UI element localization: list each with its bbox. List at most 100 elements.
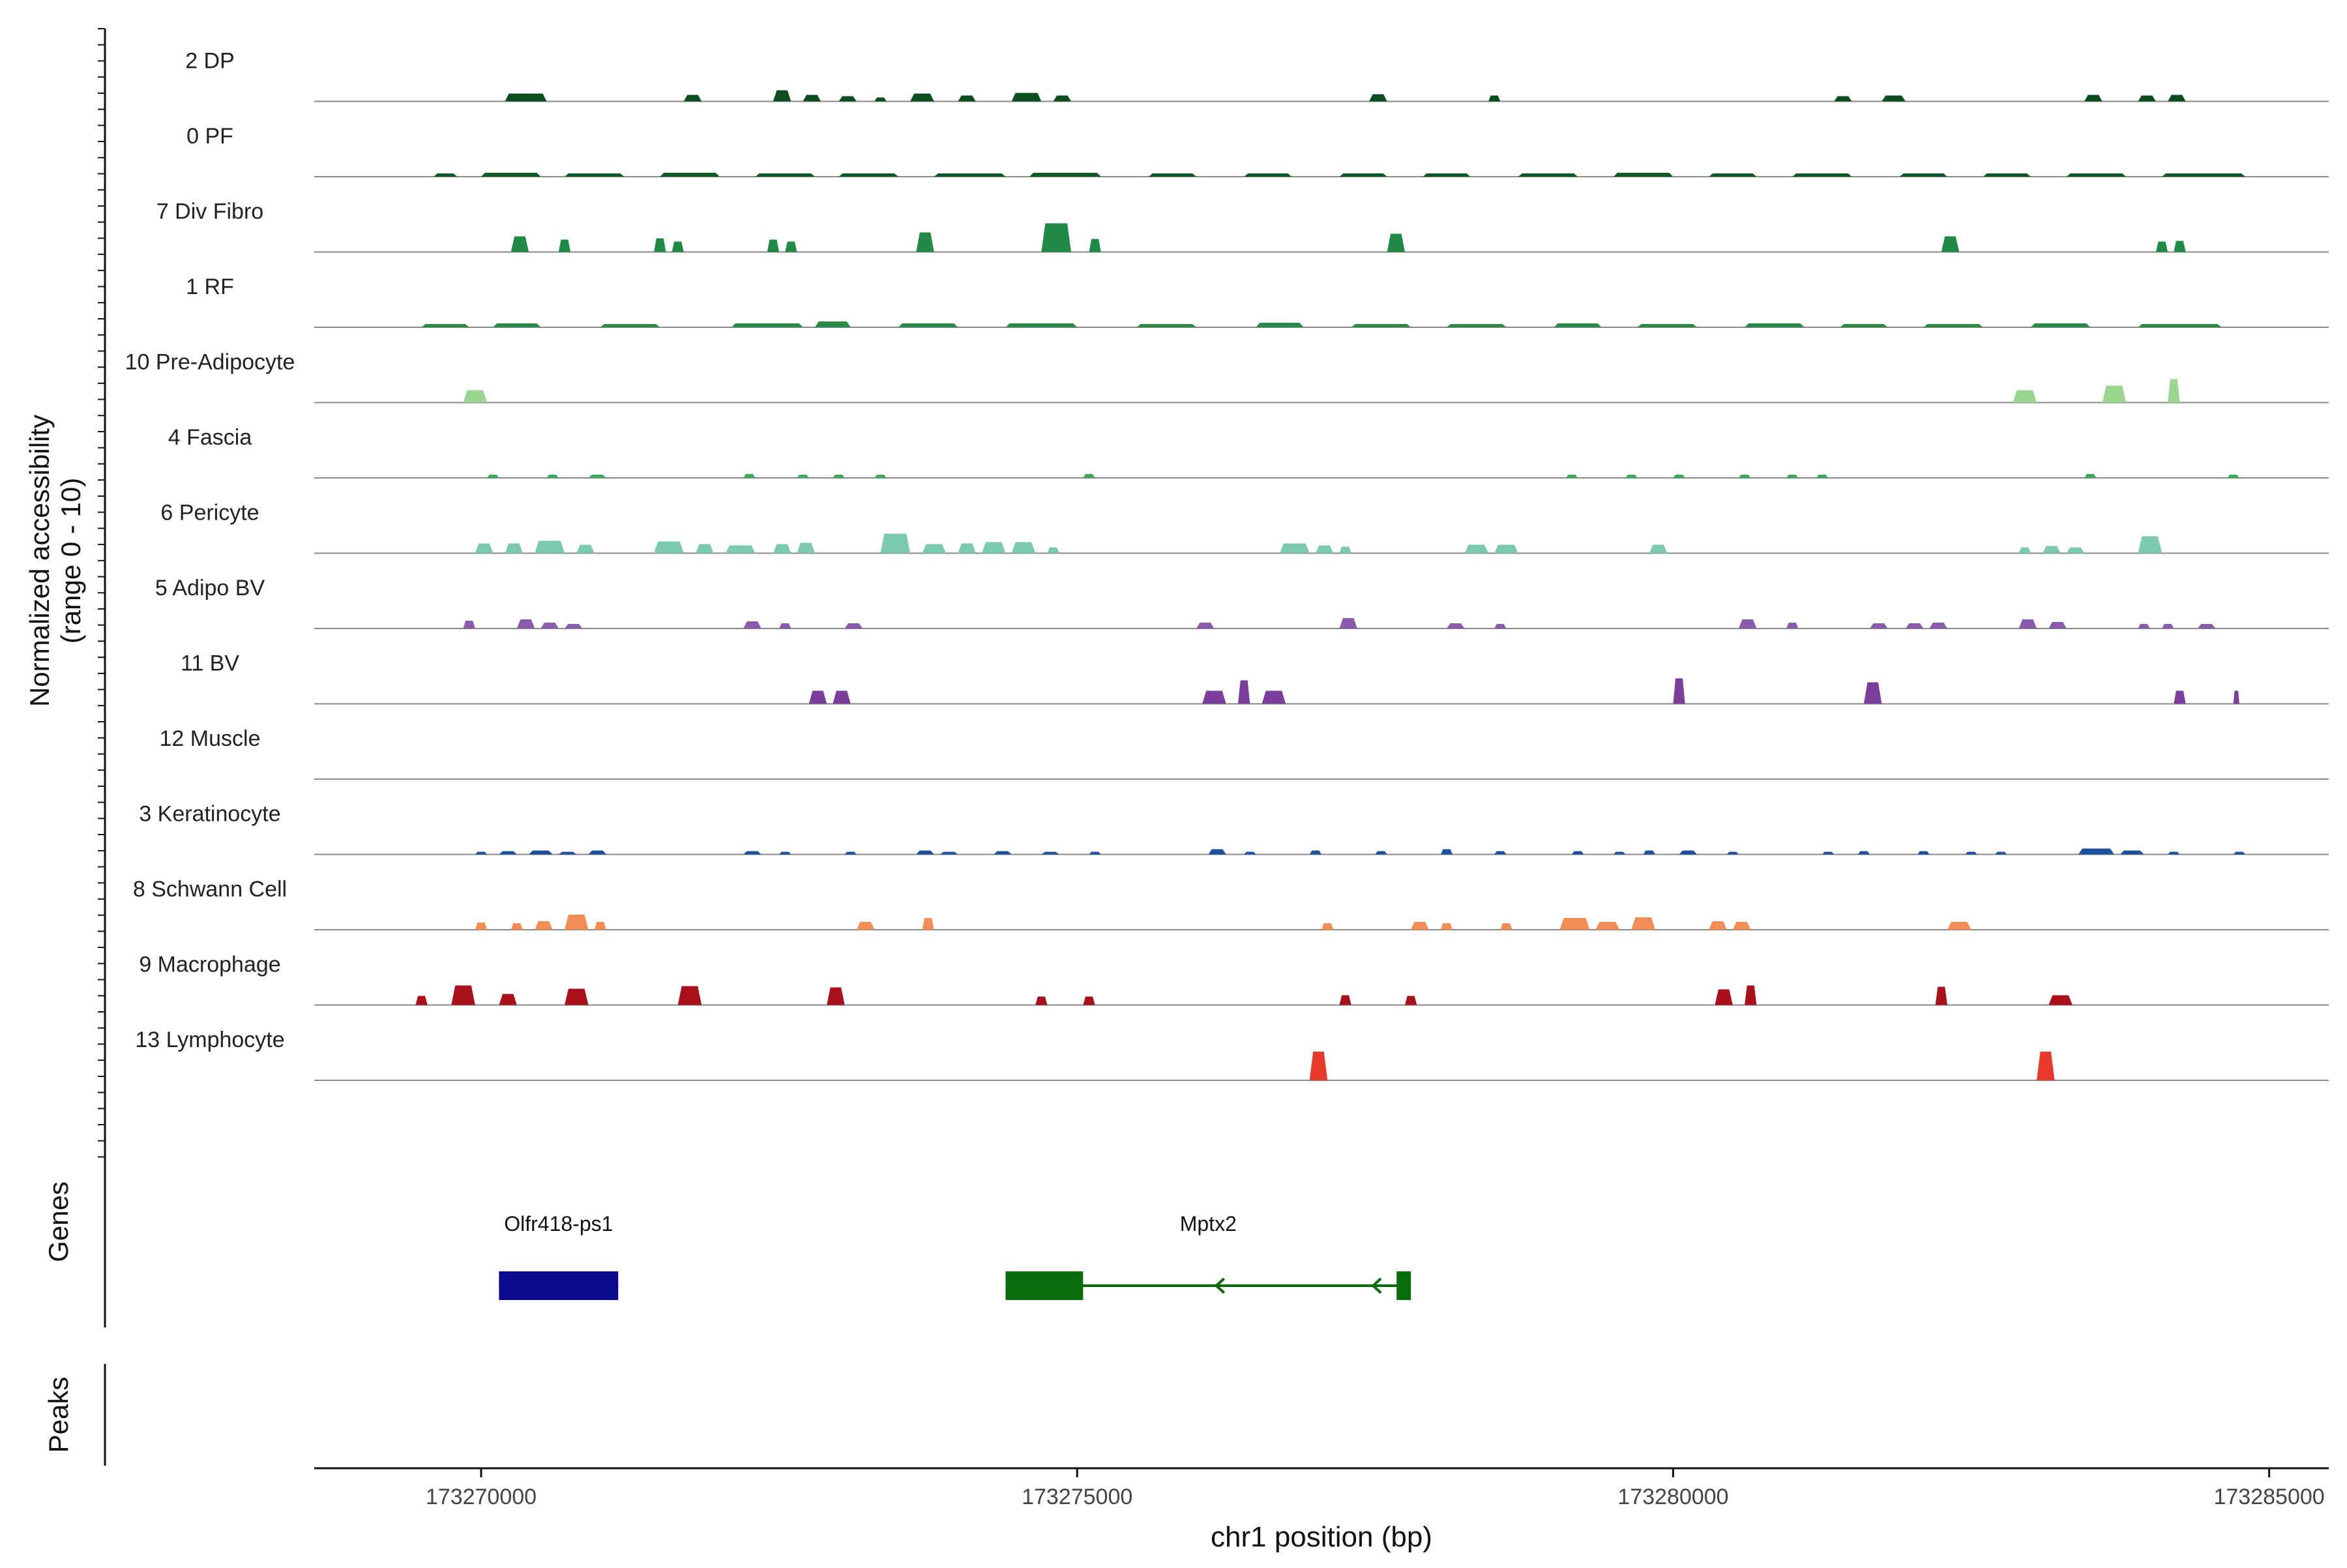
track-peak (1929, 623, 1947, 629)
track-peak (2138, 95, 2156, 102)
track-peak (1935, 986, 1947, 1005)
track-peak (1089, 239, 1101, 252)
track-peak (463, 621, 475, 629)
track-peak (1387, 233, 1405, 252)
track-13: 13 Lymphocyte (135, 1028, 2329, 1081)
track-peak (535, 921, 553, 930)
track-peak (564, 988, 589, 1005)
track-peak (1262, 690, 1286, 704)
track-peak (1339, 173, 1387, 177)
track-peak (808, 690, 827, 704)
track-peak (838, 173, 898, 177)
track-peak (415, 996, 428, 1005)
track-peak (2084, 95, 2103, 102)
track-peak (1464, 544, 1488, 554)
track-peak (463, 390, 488, 403)
track-peak (1673, 475, 1685, 478)
track-peak (1983, 173, 2031, 177)
gene-1: Mptx2 (1005, 1212, 1411, 1300)
track-peak (874, 97, 887, 102)
track-peak (2138, 536, 2162, 554)
track-peak (1834, 96, 1852, 102)
x-axis-tick-label: 173275000 (1022, 1485, 1132, 1509)
track-2: 7 Div Fibro (156, 200, 2329, 253)
track-peak (1738, 619, 1757, 629)
track-peak (1202, 690, 1226, 704)
accessibility-tracks: 2 DP 0 PF 7 Div Fibro 1 RF 10 Pre-Adipocyte 4… (125, 49, 2329, 1081)
track-peak (981, 542, 1006, 554)
track-peak (922, 544, 947, 554)
track-peak (1196, 623, 1215, 629)
track-peak (1440, 923, 1453, 930)
track-peak (1822, 851, 1835, 855)
track-peak (540, 623, 559, 629)
track-6: 6 Pericyte (160, 501, 2329, 554)
track-5: 4 Fascia (168, 425, 2329, 479)
track-peak (1053, 95, 1072, 102)
track-peak (1011, 542, 1036, 554)
track-peak (833, 690, 851, 704)
track-peak (1726, 851, 1739, 855)
track-peak (1679, 850, 1697, 855)
track-peak (1745, 985, 1757, 1005)
gene-exon (1005, 1271, 1084, 1300)
track-peak (1351, 324, 1411, 327)
track-7: 5 Adipo BV (155, 576, 2329, 629)
track-peak (421, 324, 469, 327)
track-peak (1244, 173, 1292, 177)
track-peak (844, 623, 863, 629)
gene-exon (1396, 1271, 1411, 1300)
track-peak (2018, 619, 2037, 629)
track-peak (785, 241, 797, 252)
track-peak (1745, 323, 1805, 327)
track-peak (743, 851, 761, 855)
track-peak (1029, 173, 1101, 177)
track-peak (1571, 851, 1584, 855)
track-9: 12 Muscle (160, 726, 2329, 780)
y-axis-label-range: (range 0 - 10) (55, 478, 86, 643)
track-peak (480, 173, 541, 177)
track-peak (1208, 849, 1226, 855)
track-peak (1554, 323, 1602, 327)
track-peak (1613, 851, 1626, 855)
x-axis-label: chr1 position (bp) (1211, 1521, 1432, 1553)
track-peak (564, 915, 589, 930)
track-peak (1792, 173, 1852, 177)
track-peak (2066, 173, 2127, 177)
track-peak (922, 918, 934, 930)
track-peak (2227, 475, 2239, 478)
track-peak (1035, 996, 1048, 1005)
track-peak (1488, 95, 1501, 102)
track-peak (1595, 922, 1620, 930)
track-peak (1965, 851, 1977, 855)
track-label: 7 Div Fibro (156, 200, 263, 224)
track-peak (529, 850, 553, 855)
track-peak (1339, 546, 1351, 554)
track-peak (1136, 324, 1197, 327)
track-peak (505, 543, 523, 554)
track-peak (1083, 996, 1095, 1005)
track-peak (1637, 324, 1697, 327)
track-peak (2168, 379, 2180, 403)
track-peak (1559, 918, 1590, 930)
track-peak (1369, 94, 1387, 102)
track-label: 1 RF (186, 274, 234, 299)
track-peak (2155, 241, 2168, 252)
track-peak (916, 850, 934, 855)
x-axis-tick-label: 173280000 (1617, 1485, 1728, 1509)
track-peak (696, 544, 714, 554)
track-peak (773, 544, 791, 554)
track-peak (588, 850, 606, 855)
track-peak (2162, 624, 2174, 629)
track-peak (833, 475, 845, 478)
track-peak (558, 851, 577, 855)
track-peak (1280, 543, 1310, 554)
track-peak (814, 321, 851, 327)
track-11: 8 Schwann Cell (133, 877, 2329, 930)
track-peak (660, 173, 720, 177)
track-label: 4 Fascia (168, 425, 252, 450)
track-peak (2168, 95, 2186, 102)
track-label: 5 Adipo BV (155, 576, 265, 600)
x-axis-tick-label: 173285000 (2213, 1485, 2324, 1509)
gene-strand-arrow (1214, 1277, 1226, 1294)
